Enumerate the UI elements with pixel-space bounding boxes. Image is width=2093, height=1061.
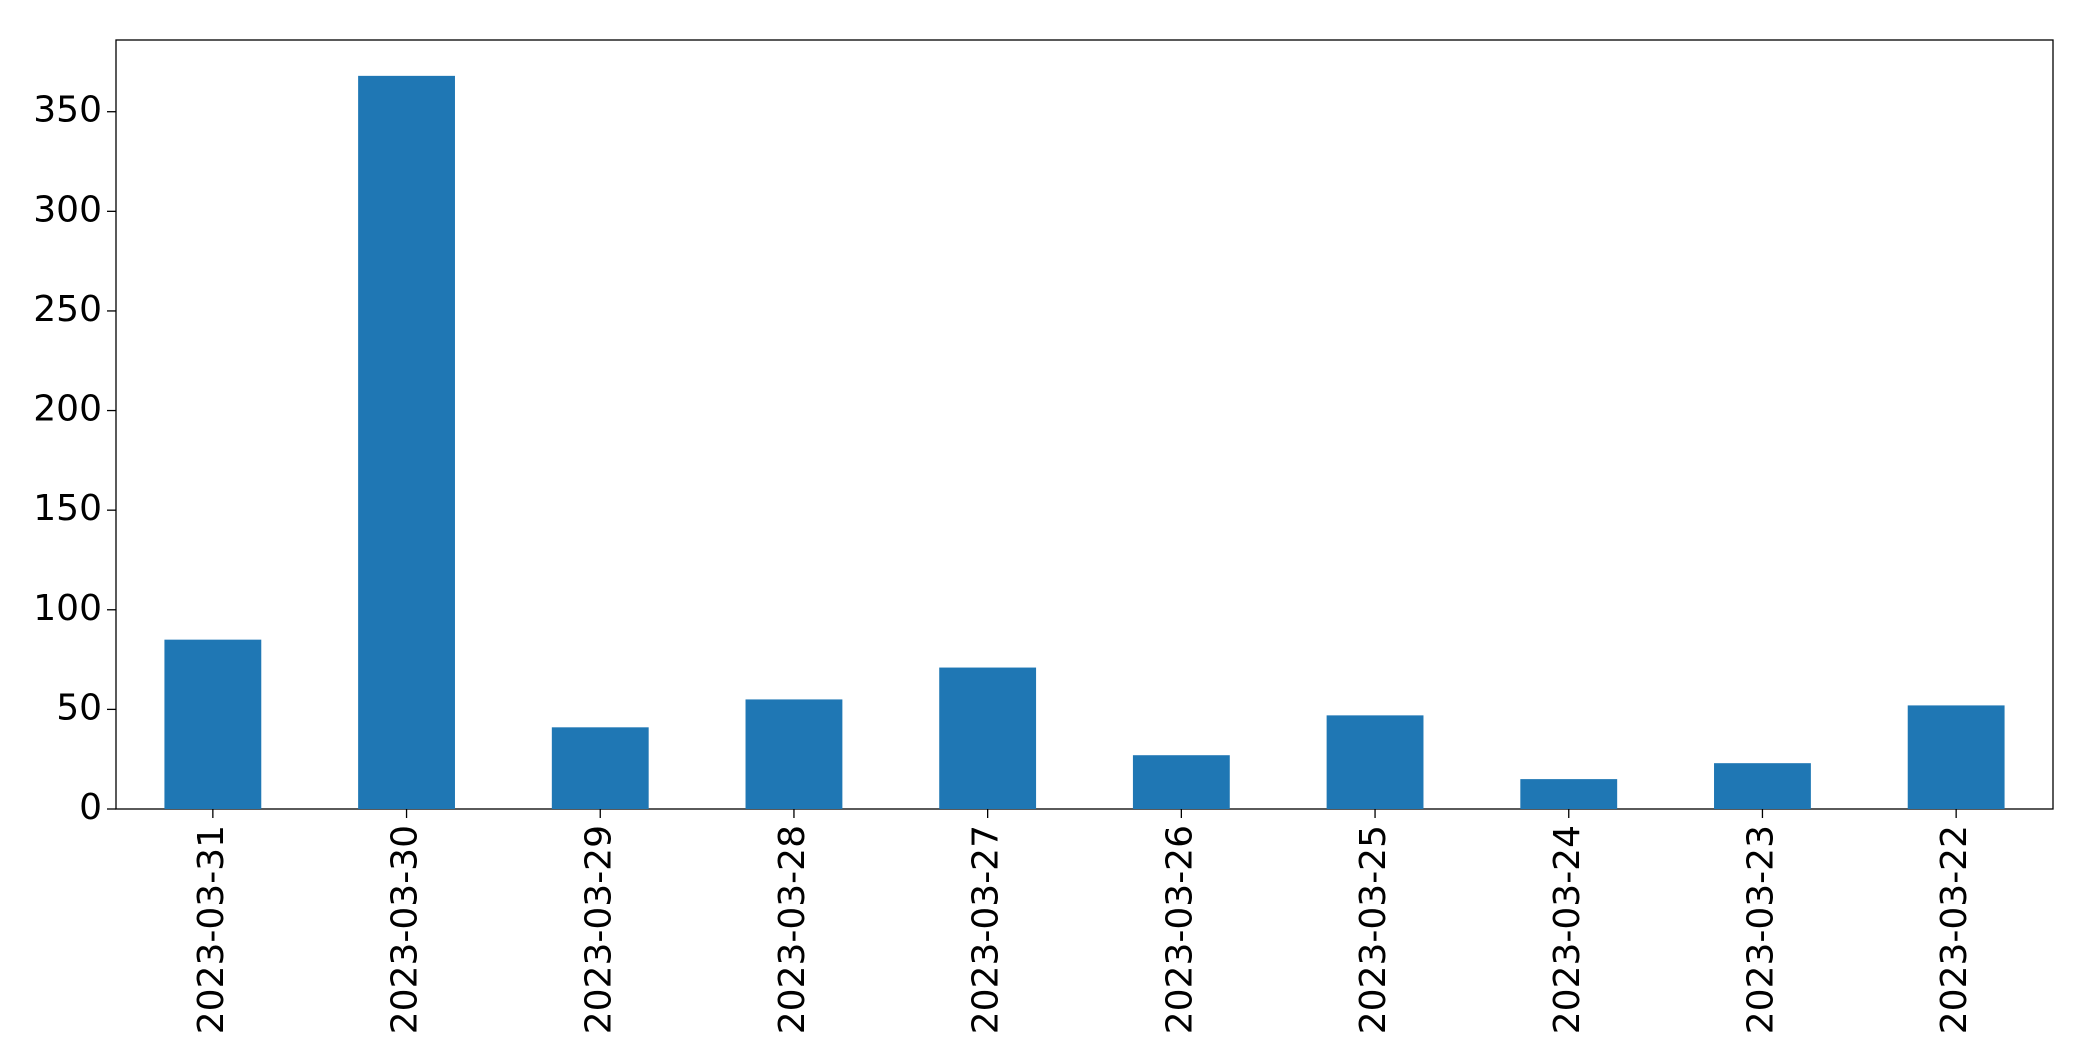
- bar: [939, 667, 1037, 809]
- x-tick-label: 2023-03-26: [1159, 825, 1200, 1034]
- x-tick-label: 2023-03-24: [1547, 825, 1588, 1034]
- bar: [551, 727, 649, 809]
- y-tick-label: 100: [33, 588, 102, 629]
- y-tick-label: 350: [33, 90, 102, 131]
- bar: [358, 75, 455, 809]
- y-tick-label: 300: [33, 189, 102, 230]
- bar: [1907, 705, 2005, 809]
- bar: [164, 639, 262, 809]
- bar: [745, 699, 843, 809]
- bar: [1132, 755, 1230, 809]
- y-tick-label: 250: [33, 289, 102, 330]
- bar: [1326, 715, 1424, 809]
- x-tick-label: 2023-03-31: [191, 825, 232, 1034]
- x-tick-label: 2023-03-27: [966, 825, 1007, 1034]
- plot-frame: [115, 39, 2054, 810]
- y-tick-label: 50: [56, 687, 102, 728]
- x-tick-label: 2023-03-23: [1740, 825, 1781, 1034]
- y-tick-label: 200: [33, 389, 102, 430]
- y-tick-label: 150: [33, 488, 102, 529]
- x-tick-label: 2023-03-28: [772, 825, 813, 1034]
- x-tick-label: 2023-03-30: [385, 825, 426, 1034]
- y-tick-label: 0: [79, 787, 102, 828]
- x-tick-label: 2023-03-25: [1353, 825, 1394, 1034]
- x-tick-label: 2023-03-29: [578, 825, 619, 1034]
- x-tick-label: 2023-03-22: [1934, 825, 1975, 1034]
- bar: [1714, 763, 1811, 809]
- bar: [1520, 779, 1618, 809]
